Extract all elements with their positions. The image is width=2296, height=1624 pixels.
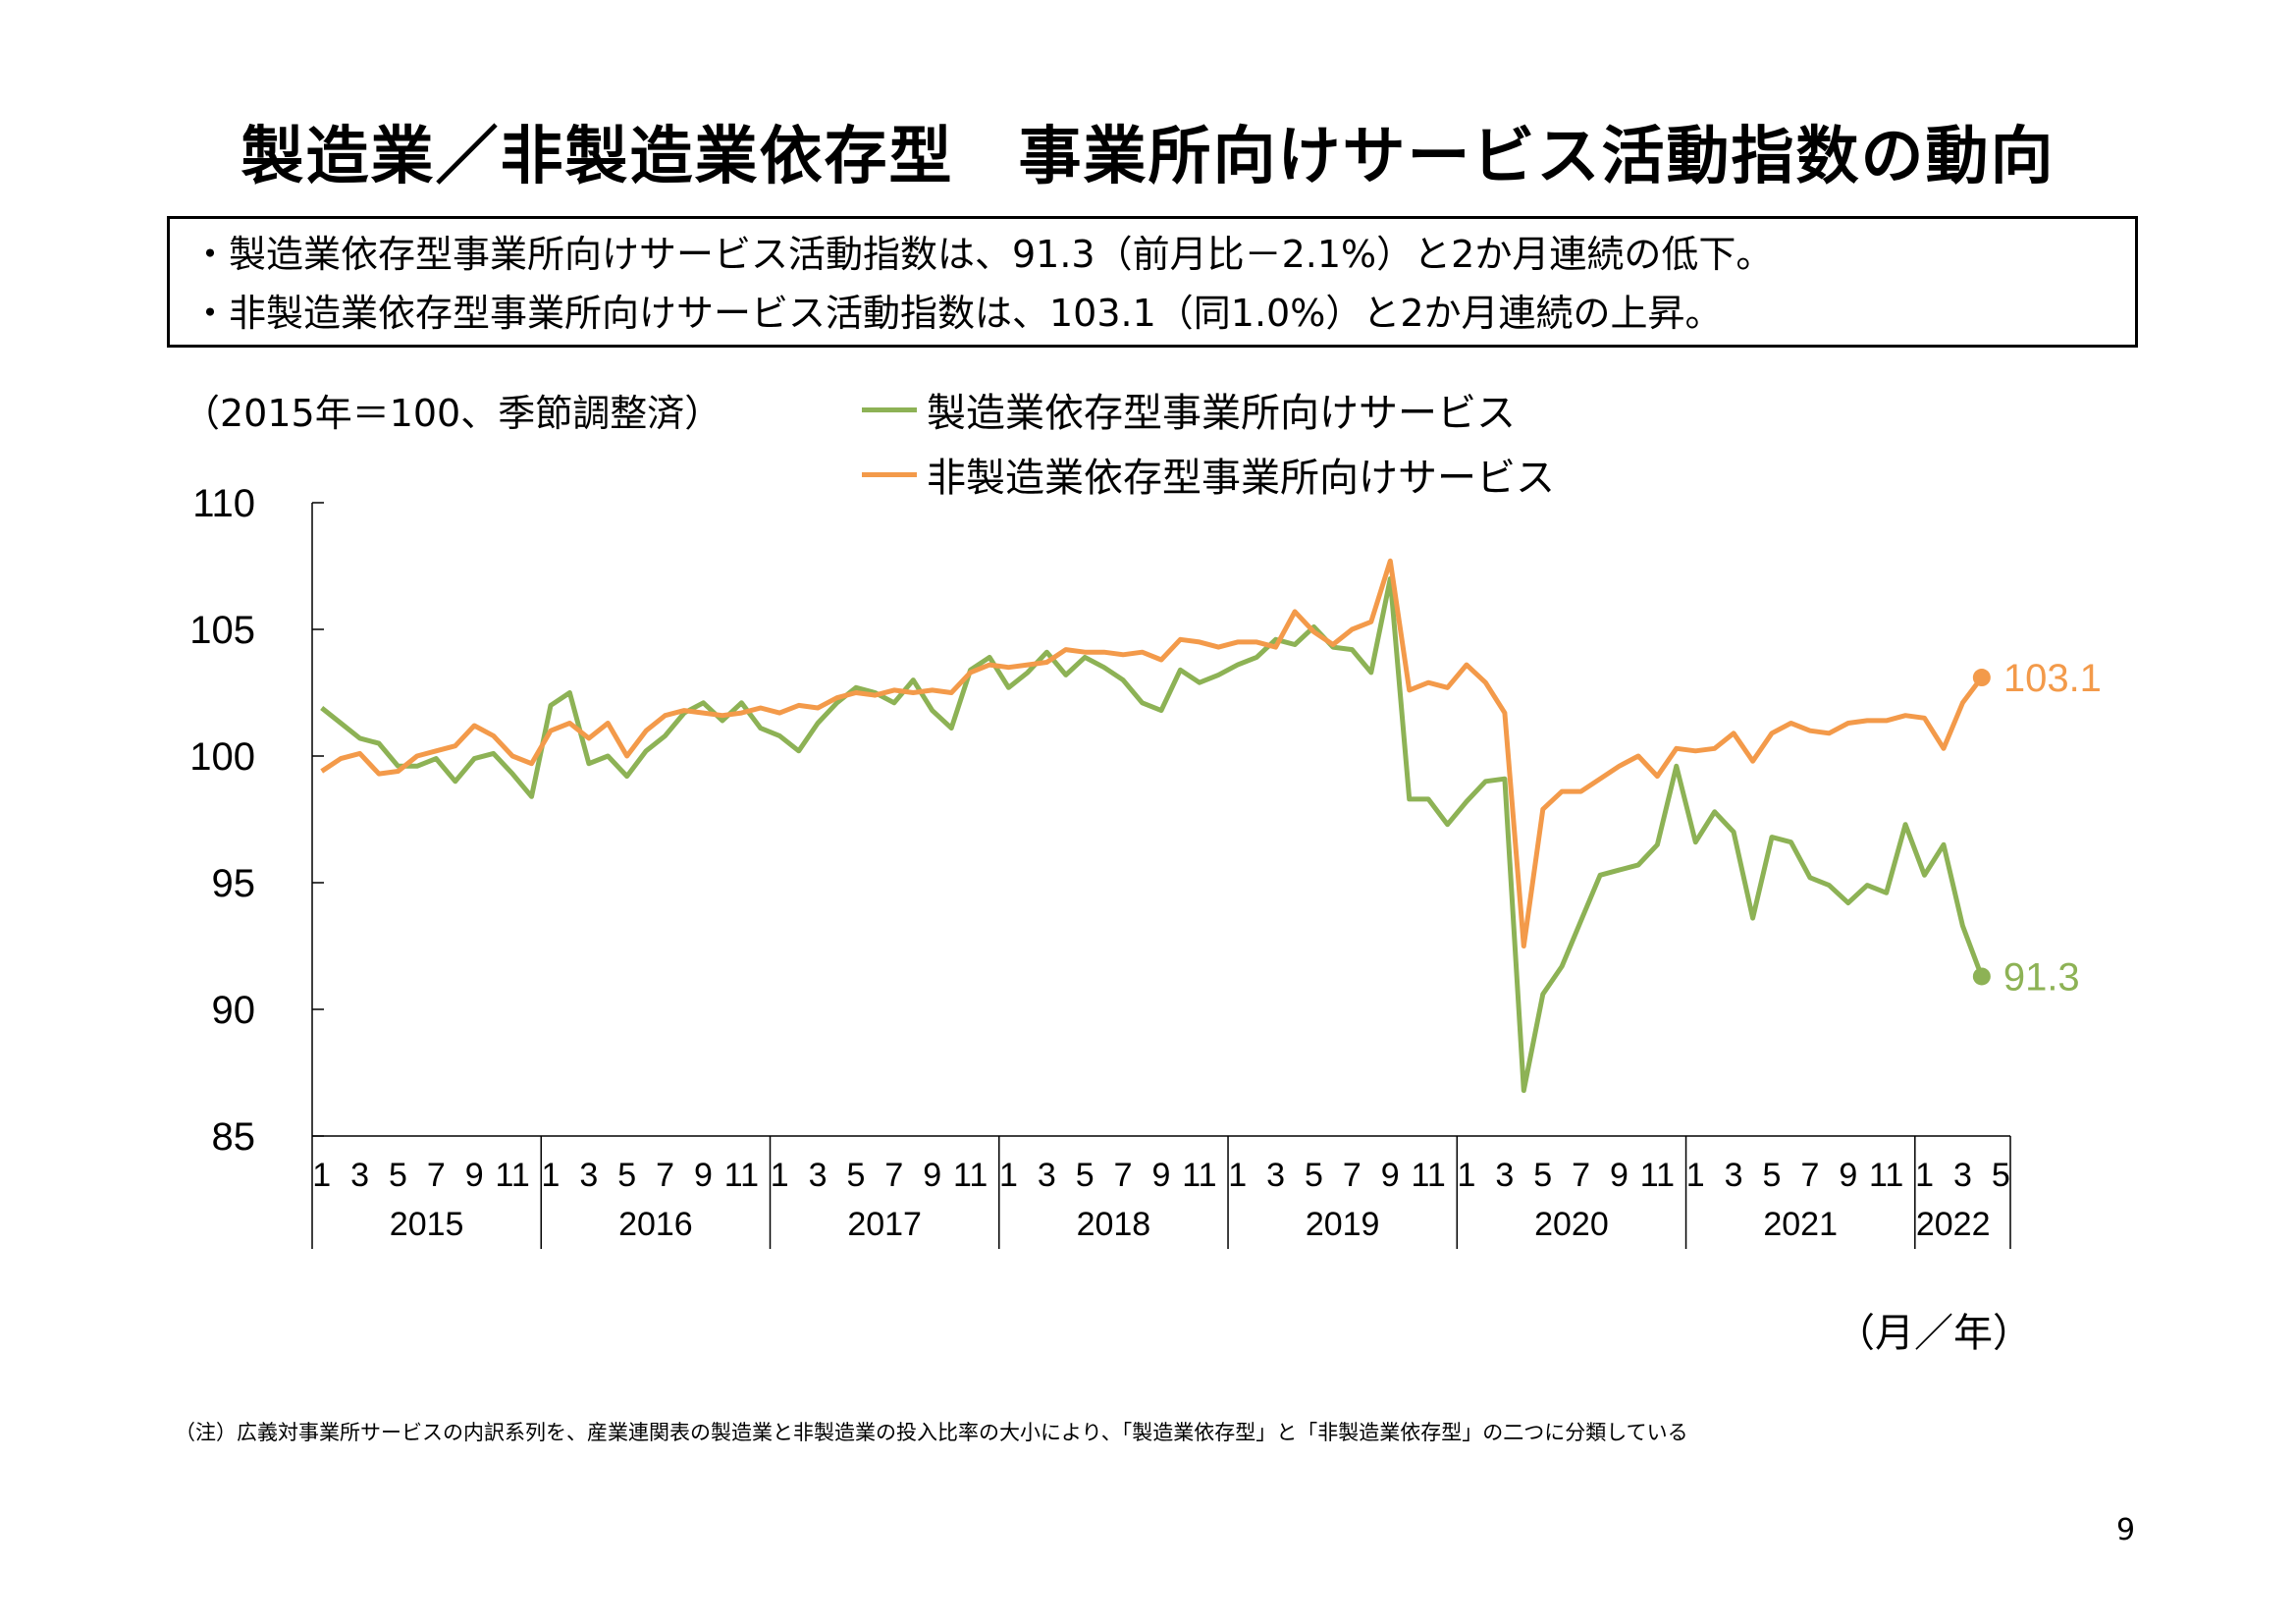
- x-month-tick-label: 9: [694, 1157, 713, 1194]
- x-month-tick-label: 11: [724, 1157, 759, 1194]
- x-month-tick-label: 9: [465, 1157, 484, 1194]
- x-month-tick-label: 5: [617, 1157, 636, 1194]
- x-month-tick-label: 7: [656, 1157, 674, 1194]
- legend-item-manufacturing: 製造業依存型事業所向けサービス: [862, 377, 1555, 442]
- year-label: 2017: [847, 1206, 922, 1243]
- y-tick-label: 105: [189, 609, 255, 652]
- y-tick-label: 90: [212, 989, 256, 1032]
- legend-swatch-non-manufacturing: [862, 471, 917, 477]
- x-month-tick-label: 11: [1869, 1157, 1903, 1194]
- x-month-tick-label: 7: [1343, 1157, 1362, 1194]
- x-month-tick-label: 5: [847, 1157, 866, 1194]
- year-label: 2015: [390, 1206, 464, 1243]
- legend-label-non-manufacturing: 非製造業依存型事業所向けサービス: [927, 456, 1555, 501]
- series-end-point: [1972, 967, 1991, 986]
- x-month-tick-label: 3: [1725, 1157, 1743, 1194]
- chart-legend: 製造業依存型事業所向けサービス 非製造業依存型事業所向けサービス: [862, 377, 1555, 507]
- footnote: （注）広義対事業所サービスの内訳系列を、産業連関表の製造業と非製造業の投入比率の…: [175, 1421, 1688, 1444]
- y-tick-label: 95: [212, 862, 256, 905]
- x-month-tick-label: 1: [1915, 1157, 1934, 1194]
- y-tick-label: 85: [212, 1115, 256, 1159]
- x-month-tick-label: 1: [1228, 1157, 1247, 1194]
- year-label: 2018: [1077, 1206, 1151, 1243]
- series-end-point: [1972, 669, 1991, 687]
- x-month-tick-label: 1: [771, 1157, 789, 1194]
- x-month-tick-label: 5: [1533, 1157, 1552, 1194]
- x-month-tick-label: 3: [1495, 1157, 1514, 1194]
- legend-label-manufacturing: 製造業依存型事業所向けサービス: [927, 391, 1516, 436]
- page-title: 製造業／非製造業依存型 事業所向けサービス活動指数の動向: [240, 121, 2056, 193]
- y-tick-label: 110: [192, 482, 255, 525]
- x-month-tick-label: 7: [1572, 1157, 1590, 1194]
- year-label: 2016: [618, 1206, 693, 1243]
- x-month-tick-label: 1: [1686, 1157, 1705, 1194]
- x-month-tick-label: 11: [1411, 1157, 1445, 1194]
- series-end-label: 103.1: [2003, 657, 2102, 700]
- year-label: 2019: [1306, 1206, 1380, 1243]
- x-month-tick-label: 11: [1640, 1157, 1675, 1194]
- summary-box: ・製造業依存型事業所向けサービス活動指数は、91.3（前月比－2.1%）と2か月…: [167, 216, 2138, 348]
- x-month-tick-label: 9: [1839, 1157, 1857, 1194]
- year-label: 2020: [1534, 1206, 1609, 1243]
- year-label: 2021: [1763, 1206, 1838, 1243]
- summary-line-manufacturing: ・製造業依存型事業所向けサービス活動指数は、91.3（前月比－2.1%）と2か月…: [191, 233, 1774, 276]
- x-month-tick-label: 3: [350, 1157, 369, 1194]
- x-month-tick-label: 3: [1953, 1157, 1972, 1194]
- page-number: 9: [2116, 1513, 2136, 1547]
- x-month-tick-label: 1: [1458, 1157, 1476, 1194]
- x-month-tick-label: 5: [1992, 1157, 2010, 1194]
- x-month-tick-label: 3: [1266, 1157, 1285, 1194]
- x-month-tick-label: 7: [427, 1157, 446, 1194]
- x-axis-unit: （月／年）: [1836, 1311, 2032, 1356]
- x-month-tick-label: 11: [1182, 1157, 1216, 1194]
- x-month-tick-label: 5: [1305, 1157, 1323, 1194]
- x-month-tick-label: 7: [1114, 1157, 1133, 1194]
- series-end-label: 91.3: [2003, 955, 2080, 999]
- series-line-non-manufacturing: [320, 558, 1984, 948]
- legend-item-non-manufacturing: 非製造業依存型事業所向けサービス: [862, 442, 1555, 507]
- unit-note: （2015年＝100、季節調整済）: [183, 392, 722, 435]
- year-label: 2022: [1916, 1206, 1991, 1243]
- x-month-tick-label: 9: [923, 1157, 941, 1194]
- x-month-tick-label: 11: [953, 1157, 988, 1194]
- x-month-tick-label: 7: [884, 1157, 903, 1194]
- x-month-tick-label: 1: [312, 1157, 331, 1194]
- x-month-tick-label: 3: [809, 1157, 828, 1194]
- legend-swatch-manufacturing: [862, 406, 917, 412]
- x-month-tick-label: 1: [999, 1157, 1018, 1194]
- x-month-tick-label: 9: [1610, 1157, 1629, 1194]
- x-month-tick-label: 3: [579, 1157, 598, 1194]
- x-month-tick-label: 9: [1152, 1157, 1171, 1194]
- x-month-tick-label: 5: [389, 1157, 407, 1194]
- y-tick-label: 100: [189, 735, 255, 779]
- x-month-tick-label: 3: [1038, 1157, 1056, 1194]
- x-month-tick-label: 5: [1076, 1157, 1095, 1194]
- x-month-tick-label: 9: [1381, 1157, 1400, 1194]
- series-line-manufacturing: [320, 575, 1985, 1094]
- x-month-tick-label: 7: [1800, 1157, 1819, 1194]
- x-month-tick-label: 11: [495, 1157, 529, 1194]
- x-month-tick-label: 1: [542, 1157, 561, 1194]
- x-month-tick-label: 5: [1763, 1157, 1782, 1194]
- summary-line-non-manufacturing: ・非製造業依存型事業所向けサービス活動指数は、103.1（同1.0%）と2か月連…: [191, 292, 1723, 335]
